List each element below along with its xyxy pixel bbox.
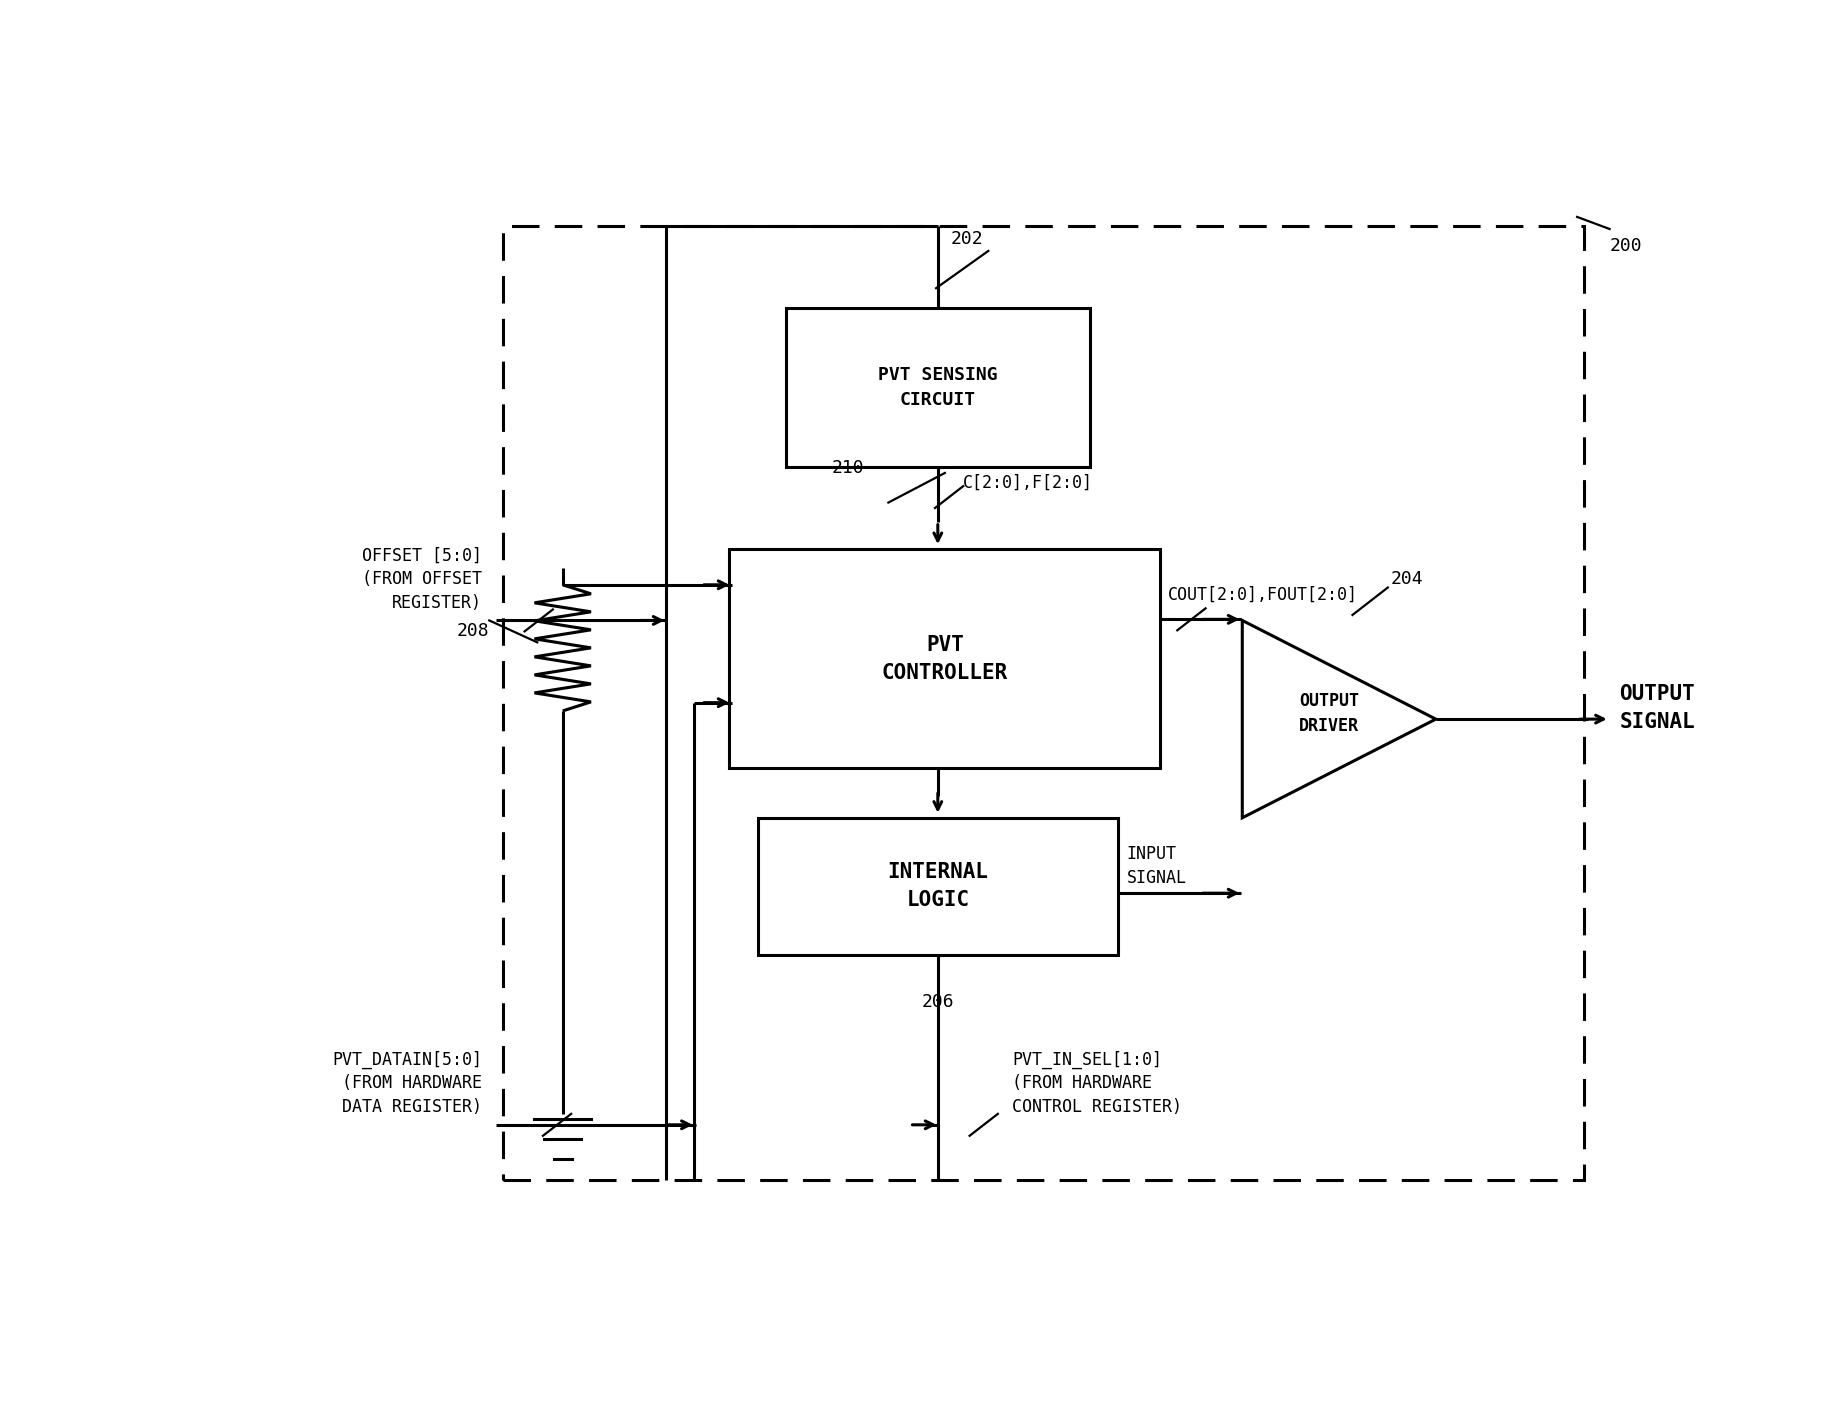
Text: C[2:0],F[2:0]: C[2:0],F[2:0] [963,474,1094,491]
Text: INTERNAL
LOGIC: INTERNAL LOGIC [888,863,988,910]
Text: PVT SENSING
CIRCUIT: PVT SENSING CIRCUIT [879,366,997,409]
Text: INPUT
SIGNAL: INPUT SIGNAL [1127,844,1187,887]
FancyBboxPatch shape [503,226,1584,1179]
Text: 206: 206 [921,994,953,1011]
FancyBboxPatch shape [729,550,1161,769]
Text: 208: 208 [458,622,489,641]
FancyBboxPatch shape [758,817,1117,956]
Text: 204: 204 [1391,570,1424,588]
Text: PVT_IN_SEL[1:0]
(FROM HARDWARE
CONTROL REGISTER): PVT_IN_SEL[1:0] (FROM HARDWARE CONTROL R… [1012,1051,1181,1116]
Text: COUT[2:0],FOUT[2:0]: COUT[2:0],FOUT[2:0] [1167,587,1358,604]
Text: 210: 210 [831,460,864,477]
Text: 200: 200 [1610,236,1643,255]
Text: OUTPUT
DRIVER: OUTPUT DRIVER [1298,692,1358,735]
Text: 202: 202 [952,229,983,248]
Text: OFFSET [5:0]
(FROM OFFSET
REGISTER): OFFSET [5:0] (FROM OFFSET REGISTER) [363,547,481,612]
FancyBboxPatch shape [786,308,1090,467]
Text: PVT_DATAIN[5:0]
(FROM HARDWARE
DATA REGISTER): PVT_DATAIN[5:0] (FROM HARDWARE DATA REGI… [332,1051,481,1116]
Text: OUTPUT
SIGNAL: OUTPUT SIGNAL [1619,684,1695,732]
Text: PVT
CONTROLLER: PVT CONTROLLER [882,635,1008,684]
